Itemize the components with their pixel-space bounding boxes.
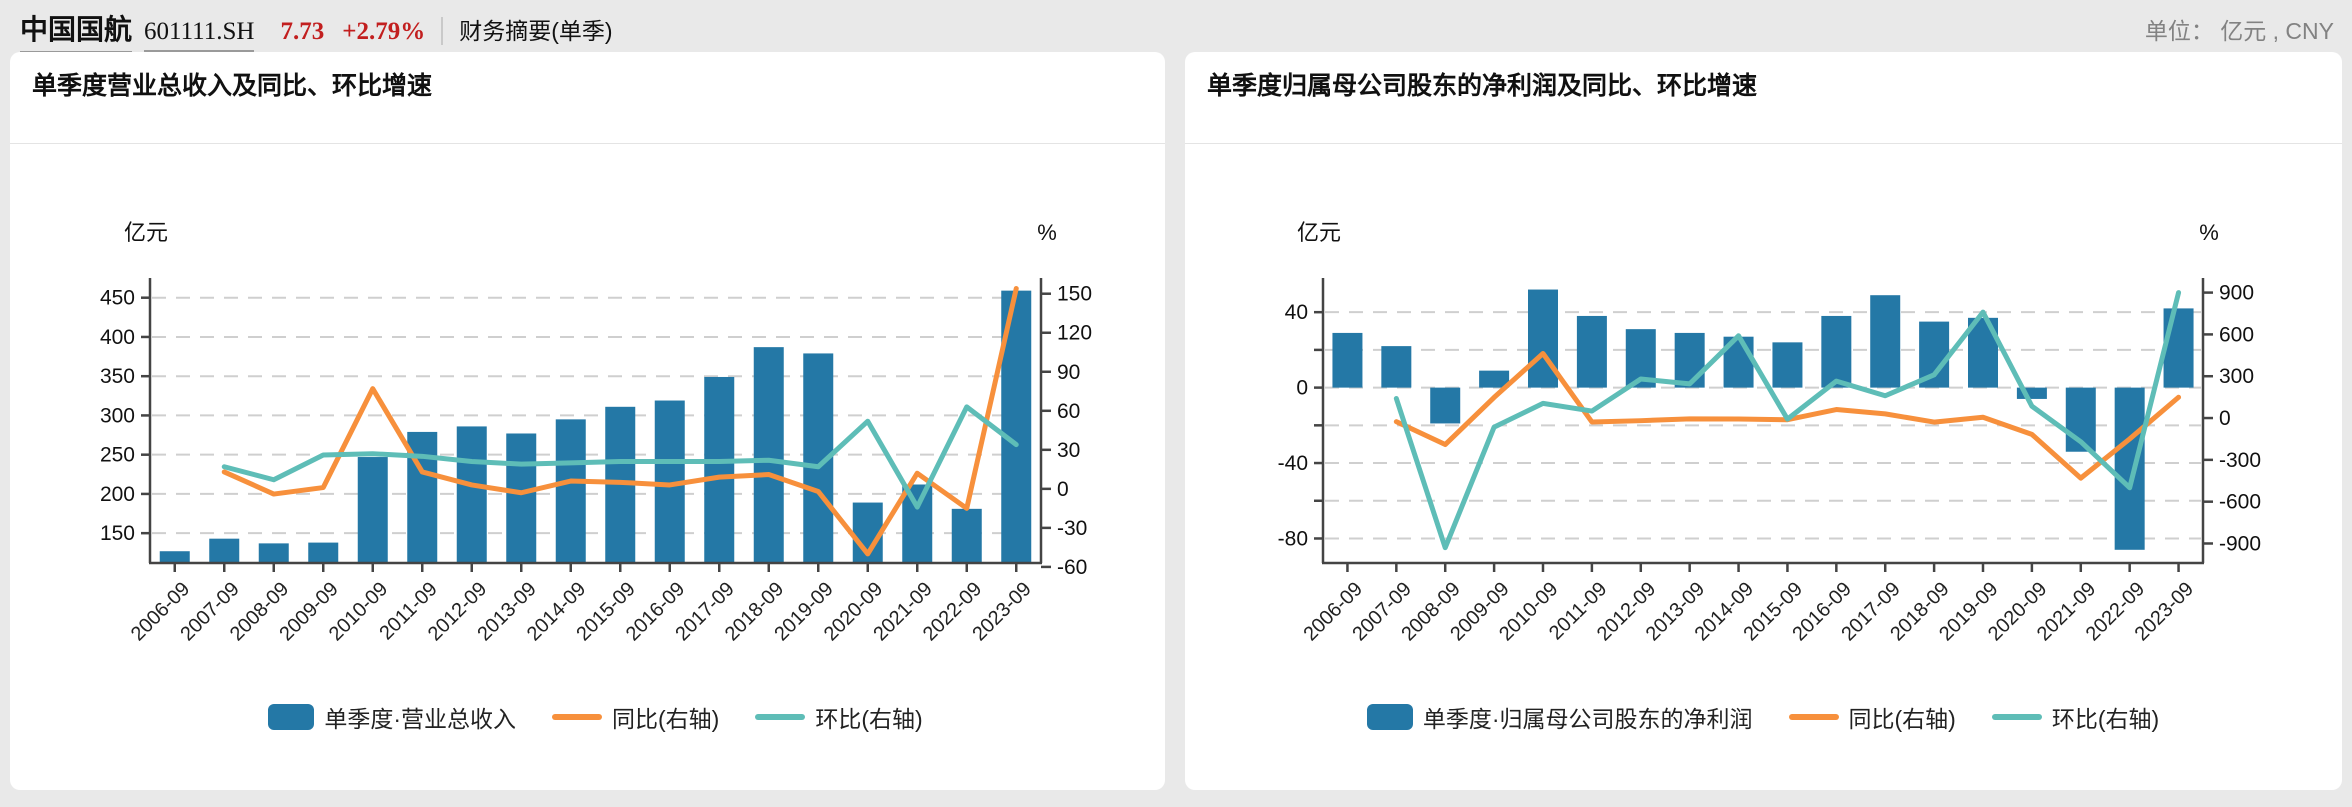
stock-summary: 中国国航 601111.SH 7.73 +2.79% 财务摘要(单季) [20, 8, 613, 53]
legend-label: 同比(右轴) [1848, 706, 1956, 732]
qoq-line [1393, 290, 2182, 551]
revenue-chart-title: 单季度营业总收入及同比、环比增速 [10, 52, 1165, 144]
revenue-chart: 150 200 250 300 350 400 450 -60 -30 0 30 60 90 120 150… [100, 220, 1092, 645]
axes: 150 200 250 300 350 400 450 -60 -30 0 30 60 90 120 150… [100, 220, 1092, 645]
svg-text:600: 600 [2219, 323, 2254, 346]
legend-label: 环比(右轴) [2051, 706, 2160, 732]
section-label: 财务摘要(单季) [459, 18, 613, 44]
svg-text:200: 200 [100, 483, 135, 506]
bar-series [1332, 289, 2194, 550]
svg-text:40: 40 [1285, 301, 1308, 324]
legend-item-yoy-line[interactable]: 同比(右轴) [552, 700, 719, 734]
svg-text:400: 400 [100, 326, 135, 349]
qoq-line [221, 404, 1019, 510]
svg-text:-60: -60 [1057, 556, 1087, 579]
svg-text:900: 900 [2219, 282, 2254, 305]
svg-text:-80: -80 [1278, 527, 1308, 550]
svg-text:%: % [1037, 220, 1057, 245]
legend-item-qoq-line[interactable]: 环比(右轴) [1991, 700, 2160, 734]
netprofit-chart: -80-40040-900-600-30003006009002006-0920… [1278, 220, 2261, 645]
header-divider [441, 16, 444, 45]
revenue-chart-legend: 单季度·营业总收入 同比(右轴) 环比(右轴) [150, 700, 1041, 734]
svg-text:30: 30 [1057, 439, 1080, 462]
svg-text:250: 250 [100, 444, 135, 467]
revenue-chart-panel: 单季度营业总收入及同比、环比增速 150 200 250 300 350 400 450 -6… [10, 52, 1165, 790]
legend-label: 单季度·营业总收入 [324, 706, 516, 732]
stock-price: 7.73 [280, 18, 325, 45]
netprofit-chart-legend: 单季度·归属母公司股东的净利润 同比(右轴) 环比(右轴) [1323, 700, 2203, 734]
legend-label: 环比(右轴) [815, 706, 923, 732]
svg-text:300: 300 [2219, 365, 2254, 388]
svg-text:150: 150 [1057, 283, 1092, 306]
svg-text:450: 450 [100, 287, 135, 310]
svg-text:0: 0 [1057, 478, 1069, 501]
yoy-line-swatch-icon [1788, 714, 1839, 720]
bar-series [159, 290, 1032, 563]
gridlines [152, 296, 1039, 535]
svg-text:亿元: 亿元 [124, 220, 168, 245]
bar-swatch-icon [268, 704, 315, 730]
svg-text:-900: -900 [2219, 532, 2261, 555]
svg-text:90: 90 [1057, 361, 1080, 384]
yoy-line [221, 286, 1019, 557]
svg-text:0: 0 [1296, 377, 1308, 400]
legend-item-yoy-line[interactable]: 同比(右轴) [1788, 700, 1956, 734]
svg-text:-30: -30 [1057, 517, 1087, 540]
unit-label: 单位： 亿元 , CNY [2144, 18, 2334, 44]
qoq-line-swatch-icon [1991, 714, 2042, 720]
svg-text:-40: -40 [1278, 452, 1308, 475]
svg-text:60: 60 [1057, 400, 1080, 423]
netprofit-chart-title: 单季度归属母公司股东的净利润及同比、环比增速 [1185, 52, 2342, 144]
svg-text:%: % [2199, 220, 2219, 245]
stock-change-percent: +2.79% [342, 18, 426, 45]
legend-label: 单季度·归属母公司股东的净利润 [1422, 706, 1753, 732]
svg-text:-300: -300 [2219, 449, 2261, 472]
gridlines [1325, 311, 2201, 540]
svg-text:亿元: 亿元 [1297, 220, 1341, 245]
svg-text:350: 350 [100, 365, 135, 388]
bar-swatch-icon [1366, 704, 1413, 730]
stock-name: 中国国航 [20, 8, 133, 53]
yoy-line-swatch-icon [552, 714, 602, 720]
stock-code: 601111.SH [144, 18, 255, 52]
svg-text:120: 120 [1057, 322, 1092, 345]
qoq-line-swatch-icon [755, 714, 806, 720]
svg-text:300: 300 [100, 404, 135, 427]
svg-text:0: 0 [2219, 407, 2231, 430]
svg-text:150: 150 [100, 522, 135, 545]
header-bar: 中国国航 601111.SH 7.73 +2.79% 财务摘要(单季) 单位： … [0, 0, 2352, 53]
legend-item-revenue-bar[interactable]: 单季度·营业总收入 [268, 700, 516, 734]
legend-item-netprofit-bar[interactable]: 单季度·归属母公司股东的净利润 [1366, 700, 1753, 734]
svg-text:-600: -600 [2219, 491, 2261, 514]
legend-label: 同比(右轴) [612, 706, 720, 732]
legend-item-qoq-line[interactable]: 环比(右轴) [755, 700, 923, 734]
netprofit-chart-panel: 单季度归属母公司股东的净利润及同比、环比增速 -80 -40 0 40 -900 -600… [1185, 52, 2342, 790]
